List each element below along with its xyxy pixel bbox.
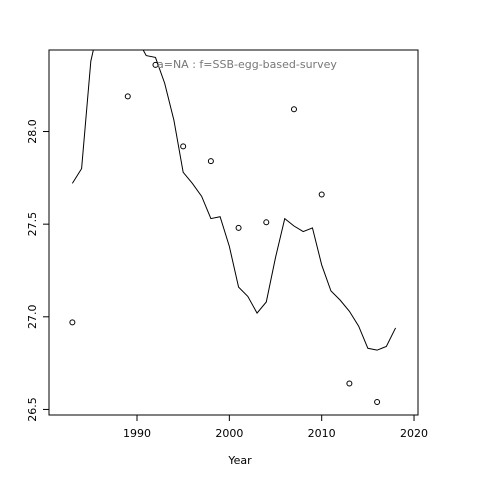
data-point [374,399,381,406]
data-point [235,224,242,231]
y-tick-label: 27.0 [26,305,39,330]
data-point [346,380,353,387]
data-line [71,50,397,351]
data-point [207,158,214,165]
data-point [152,61,159,68]
data-point [318,191,325,198]
x-tick-label: 2020 [400,427,428,440]
x-axis-label: Year [227,454,252,467]
data-point [124,93,131,100]
data-point [69,319,76,326]
y-tick-label: 28.0 [26,119,39,144]
annotation: a=NA : f=SSB-egg-based-survey [157,58,337,71]
y-tick-label: 26.5 [26,397,39,422]
data-point [180,143,187,150]
x-tick-label: 1990 [123,427,151,440]
plot-frame [48,49,419,416]
x-tick-label: 2000 [215,427,243,440]
data-point [290,106,297,113]
data-point [263,219,270,226]
y-tick-label: 27.5 [26,212,39,237]
plot-area [69,50,397,406]
x-tick-label: 2010 [308,427,336,440]
